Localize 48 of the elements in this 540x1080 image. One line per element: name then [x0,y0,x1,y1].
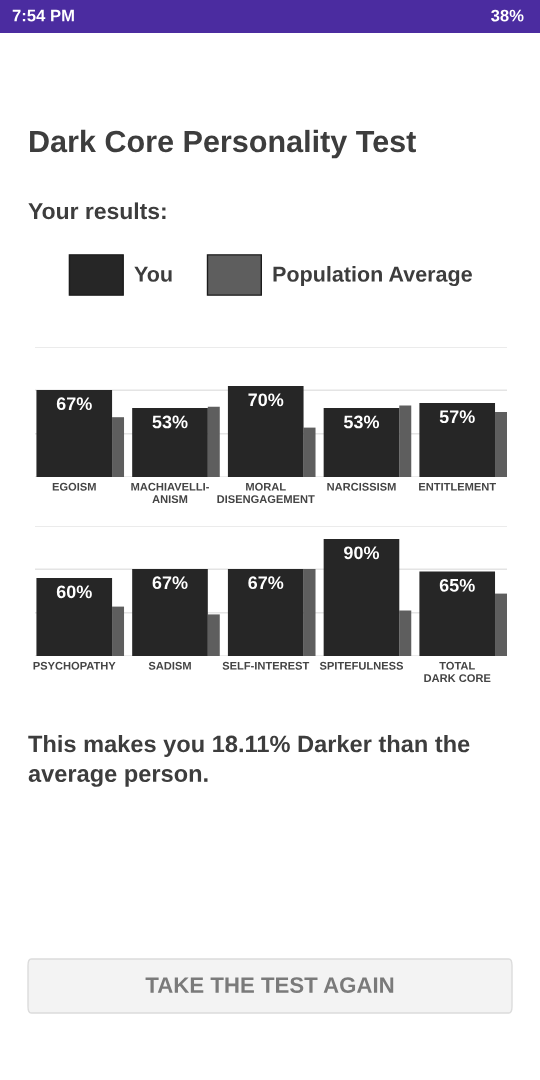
data-label: 67% [248,576,284,590]
text: 38% [491,9,524,22]
bar [36,389,113,477]
chart-title: Dark Core Personality Test [30,129,416,159]
x-tick-label: TOTAL DARK CORE [424,661,491,683]
bar [399,405,412,477]
x-tick-label: EGOISM [52,482,96,491]
bar [36,578,113,656]
bar [419,571,496,656]
text: This makes you 18.11% Darker than the average person. [28,735,470,787]
x-tick-label: ENTITLEMENT [419,482,496,491]
x-tick-label: SADISM [148,661,191,670]
data-label: 65% [439,578,475,592]
data-label: 53% [343,415,380,429]
data-label: 60% [56,585,92,599]
x-tick-label: MACHIAVELLI- ANISM [131,482,209,504]
data-label: 90% [344,546,380,560]
bar [323,408,400,477]
bar [132,568,208,656]
data-label: 57% [439,410,475,424]
bar [207,614,220,656]
bar [323,539,400,656]
data-label: 70% [248,393,284,407]
x-tick-label: NARCISSISM [327,482,396,491]
x-tick-label: SELF-INTEREST [222,661,310,670]
bar [419,402,496,477]
data-label: 67% [152,576,188,590]
text: 7:54 PM [12,9,74,22]
x-tick-label: SPITEFULNESS [319,661,404,670]
text: TAKE THE TEST AGAIN [145,977,394,993]
data-label: 53% [152,415,188,429]
bar [227,568,304,656]
bar [303,427,316,477]
x-tick-label: MORAL DISENGAGEMENT [217,482,315,504]
bar [303,568,316,656]
bar [112,606,125,656]
x-tick-label: PSYCHOPATHY [33,661,116,670]
bar [227,386,304,477]
bar [207,406,220,477]
bar [132,408,208,477]
bar [495,593,507,656]
legend-label: You [134,266,172,282]
bar [112,417,125,477]
bar [495,412,507,477]
data-label: 67% [56,397,92,411]
bar [399,610,412,656]
chart-subtitle: Your results: [28,202,166,220]
legend-label: Population Average [273,265,472,287]
